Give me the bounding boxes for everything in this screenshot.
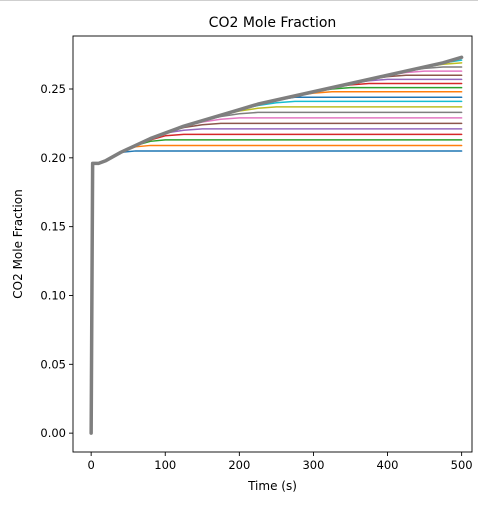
series-group — [89, 55, 464, 435]
x-tick-label-5: 500 — [451, 458, 473, 472]
x-tick-label-2: 200 — [228, 458, 250, 472]
y-tick-label-2: 0.10 — [40, 288, 66, 302]
y-tick-label-5: 0.25 — [40, 82, 66, 96]
x-tick-label-3: 300 — [302, 458, 324, 472]
y-axis-label: CO2 Mole Fraction — [11, 189, 25, 298]
x-tick-label-0: 0 — [87, 458, 94, 472]
x-tick-label-1: 100 — [154, 458, 176, 472]
series-line-3 — [90, 139, 463, 434]
axes: 0 100 200 300 400 500 0.00 0.05 0.10 0.15 0.20 0.25 — [40, 35, 473, 472]
series-line-4 — [90, 133, 463, 434]
x-tick-label-4: 400 — [377, 458, 399, 472]
x-axis-label: Time (s) — [247, 479, 297, 493]
series-line-2 — [90, 144, 463, 434]
chart-title: CO2 Mole Fraction — [209, 15, 337, 31]
series-line-8 — [90, 111, 463, 434]
plot-frame — [72, 35, 473, 453]
series-line-15 — [90, 78, 463, 434]
y-tick-label-0: 0.00 — [40, 426, 66, 440]
series-line-1 — [90, 150, 463, 434]
plot-lines — [89, 55, 464, 435]
series-line-20 — [90, 59, 463, 434]
series-line-21 — [89, 55, 464, 435]
series-line-7 — [90, 117, 463, 434]
series-line-6 — [90, 122, 463, 434]
series-line-17 — [90, 70, 463, 434]
series-line-14 — [90, 82, 463, 434]
y-tick-label-1: 0.05 — [40, 357, 66, 371]
y-tick-label-4: 0.20 — [40, 151, 66, 165]
series-line-5 — [90, 128, 463, 434]
series-line-9 — [90, 106, 463, 434]
series-line-11 — [90, 96, 463, 434]
top-border — [0, 0, 478, 1]
y-tick-label-3: 0.15 — [40, 220, 66, 234]
series-line-18 — [90, 66, 463, 434]
